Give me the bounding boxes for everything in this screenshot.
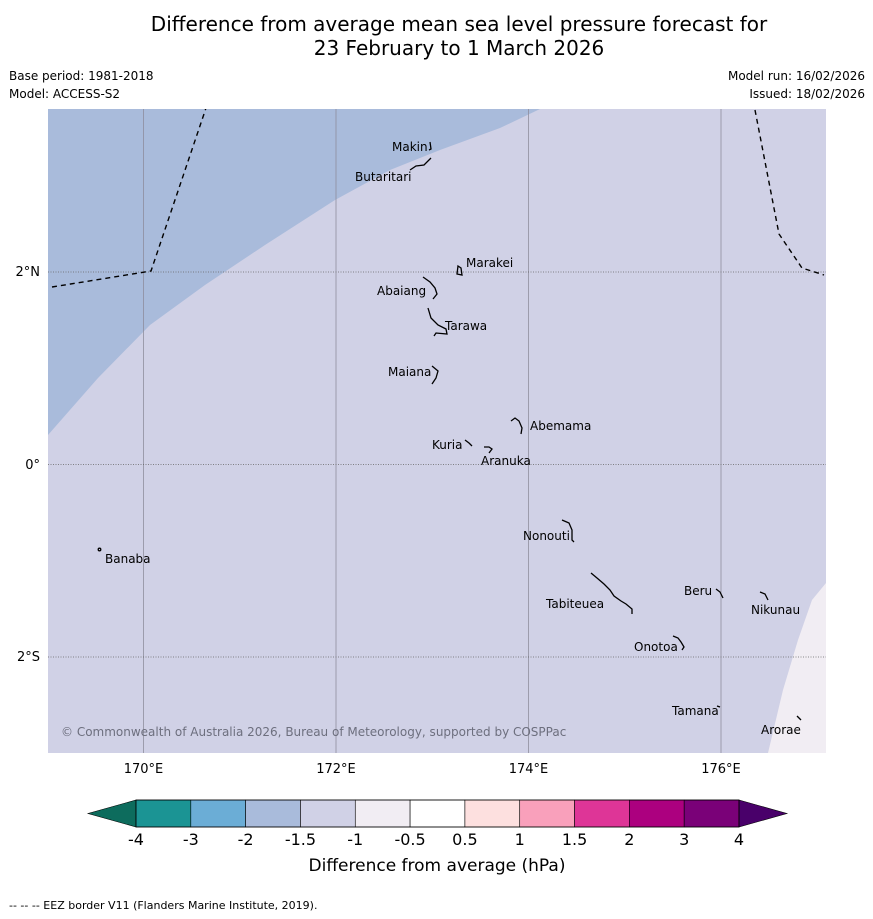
colorbar-tick-label: -1.5 <box>285 830 316 849</box>
lon-label-176e: 176°E <box>701 762 741 777</box>
lon-label-170e: 170°E <box>124 762 164 777</box>
island-label-onotoa: Onotoa <box>634 640 678 654</box>
colorbar-ticks: -4 -3 -2 -1.5 -1 -0.5 0.5 1 1.5 2 3 4 <box>128 830 744 849</box>
copyright-notice: © Commonwealth of Australia 2026, Bureau… <box>61 725 566 739</box>
island-label-maiana: Maiana <box>388 365 431 379</box>
island-label-kuria: Kuria <box>432 438 463 452</box>
lon-label-172e: 172°E <box>316 762 356 777</box>
title-line-2: 23 February to 1 March 2026 <box>313 36 605 60</box>
island-shape-kuria <box>464 439 473 447</box>
meta-left: Base period: 1981-2018 Model: ACCESS-S2 <box>9 67 154 103</box>
island-label-beru: Beru <box>684 584 712 598</box>
island-labels: Makin Butaritari Marakei Abaiang Tarawa … <box>105 140 801 737</box>
island-label-tarawa: Tarawa <box>444 319 487 333</box>
colorbar-segment <box>245 799 301 828</box>
zone-minus-1-to-minus-0-5 <box>768 583 826 753</box>
meta-right: Model run: 16/02/2026 Issued: 18/02/2026 <box>728 67 865 103</box>
island-label-aranuka: Aranuka <box>481 454 531 468</box>
colorbar-segment <box>519 799 575 828</box>
island-label-abaiang: Abaiang <box>377 284 426 298</box>
colorbar-segment <box>629 799 685 828</box>
island-label-tabiteuea: Tabiteuea <box>545 597 604 611</box>
island-outlines <box>97 141 802 721</box>
chart-title: Difference from average mean sea level p… <box>0 12 873 60</box>
colorbar-tick-label: -3 <box>183 830 199 849</box>
axis-labels: 170°E 172°E 174°E 176°E 2°N 0° 2°S <box>16 265 741 777</box>
island-shape-maiana <box>431 365 439 385</box>
island-shape-makin <box>428 141 432 151</box>
island-shape-onotoa <box>672 635 685 651</box>
colorbar-tick-label: -4 <box>128 830 144 849</box>
colorbar-tick-label: 1 <box>515 830 525 849</box>
island-shape-abaiang <box>422 276 438 300</box>
colorbar-segments <box>135 799 740 828</box>
lat-label-2n: 2°N <box>16 265 41 280</box>
lat-label-2s: 2°S <box>17 650 40 665</box>
colorbar-tick-label: 2 <box>624 830 634 849</box>
island-shape-banaba <box>97 547 102 552</box>
island-shape-nonouti <box>561 519 575 543</box>
legend-title: Difference from average (hPa) <box>309 856 566 876</box>
island-label-arorae: Arorae <box>761 723 801 737</box>
island-label-makin: Makin <box>392 140 428 154</box>
eez-borders <box>51 109 825 288</box>
colorbar-segment <box>354 799 411 828</box>
colorbar-extend-low <box>86 799 137 828</box>
colorbar-segment <box>300 799 356 828</box>
lat-label-0: 0° <box>25 458 40 473</box>
colorbar-segment <box>135 799 192 828</box>
island-shape-aranuka <box>484 446 493 454</box>
island-shape-arorae <box>796 715 802 721</box>
title-line-1: Difference from average mean sea level p… <box>150 12 768 36</box>
eez-border-west <box>51 109 207 288</box>
eez-border-east <box>754 109 825 276</box>
colorbar-tick-label: 4 <box>734 830 744 849</box>
eez-footnote: -- -- -- EEZ border V11 (Flanders Marine… <box>9 899 318 912</box>
island-label-banaba: Banaba <box>105 552 151 566</box>
island-label-abemama: Abemama <box>530 419 591 433</box>
issued-date: Issued: 18/02/2026 <box>749 87 865 101</box>
parallels <box>48 271 826 658</box>
map-figure: Makin Butaritari Marakei Abaiang Tarawa … <box>16 109 826 876</box>
colorbar-tick-label: 0.5 <box>452 830 477 849</box>
model-run: Model run: 16/02/2026 <box>727 69 865 83</box>
colorbar-tick-label: -0.5 <box>394 830 425 849</box>
island-shape-marakei <box>456 264 463 276</box>
island-shape-tabiteuea <box>590 572 633 614</box>
graticule <box>143 109 722 753</box>
colorbar-tick-label: 1.5 <box>562 830 587 849</box>
lon-label-174e: 174°E <box>509 762 549 777</box>
island-shape-nikunau <box>759 591 769 601</box>
colorbar-segment <box>683 799 740 828</box>
island-label-tamana: Tamana <box>671 704 719 718</box>
zone-minus-2-to-minus-1-5 <box>48 109 540 435</box>
colorbar-segment <box>409 799 466 828</box>
island-label-nonouti: Nonouti <box>523 529 570 543</box>
colorbar-tick-label: -2 <box>238 830 254 849</box>
island-label-nikunau: Nikunau <box>751 603 800 617</box>
island-shape-tamana <box>716 705 721 708</box>
colorbar-tick-label: -1 <box>347 830 363 849</box>
colorbar-segment <box>574 799 630 828</box>
base-period: Base period: 1981-2018 <box>9 69 154 83</box>
colorbar-tick-label: 3 <box>679 830 689 849</box>
island-shape-beru <box>715 588 724 599</box>
colorbar-frame <box>135 799 740 828</box>
island-shape-tarawa <box>427 307 448 337</box>
colorbar-extend-high <box>738 799 789 828</box>
map-area: Makin Butaritari Marakei Abaiang Tarawa … <box>48 109 826 753</box>
colorbar-segment <box>190 799 246 828</box>
colorbar-legend: -4 -3 -2 -1.5 -1 -0.5 0.5 1 1.5 2 3 4 Difference fr… <box>86 799 789 876</box>
island-shape-butaritari <box>409 157 432 171</box>
island-shape-abemama <box>510 417 523 435</box>
island-label-marakei: Marakei <box>466 256 513 270</box>
island-label-butaritari: Butaritari <box>355 170 412 184</box>
model-name: Model: ACCESS-S2 <box>9 87 121 101</box>
colorbar-segment <box>464 799 521 828</box>
